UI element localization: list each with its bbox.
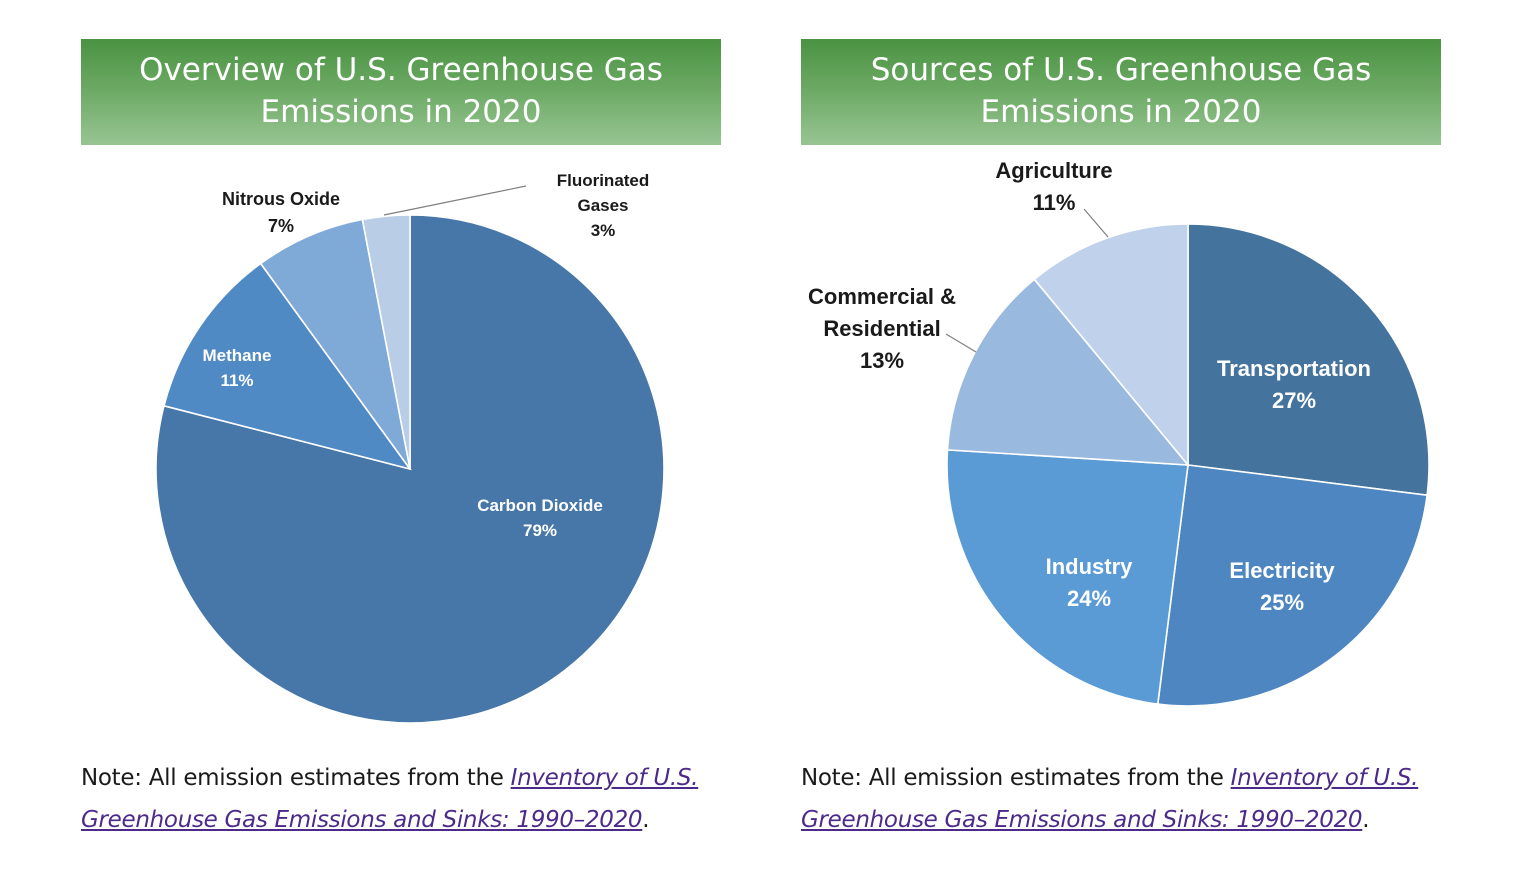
pie-slice-nitrous-oxide [259, 218, 411, 470]
note-suffix: . [1362, 807, 1370, 833]
note-prefix: Note: All emission estimates from the [81, 765, 511, 791]
chart-title-line-2: Emissions in 2020 [980, 94, 1262, 130]
inventory-report-link[interactable]: Inventory of U.S. Greenhouse Gas Emission… [81, 765, 699, 833]
leader-line-fluorinated-gases [383, 185, 527, 216]
slice-label-methane: Methane 11% [203, 346, 272, 390]
slice-label-fluorinated-gases: Fluorinated Gases 3% [557, 171, 650, 240]
slice-label-transportation: Transportation 27% [1217, 356, 1371, 413]
note-prefix: Note: All emission estimates from the [801, 765, 1231, 791]
note-suffix: . [642, 807, 650, 833]
link-text-line-1: Inventory of U.S. [1230, 765, 1419, 791]
chart-title-banner: Sources of U.S. Greenhouse Gas Emissions… [801, 39, 1441, 145]
link-text-line-1: Inventory of U.S. [510, 765, 699, 791]
pie-slice-electricity [1156, 464, 1428, 707]
chart-title-line-2: Emissions in 2020 [260, 94, 542, 130]
pie-slice-methane [163, 262, 412, 471]
pie-chart-sources: Transportation 27% Electricity 25% Industry 2… [808, 158, 1430, 707]
source-note: Note: All emission estimates from the In… [81, 757, 741, 841]
slice-label-commercial-and-residential: Commercial & Residential 13% [808, 284, 956, 373]
pie-slice-industry [946, 449, 1189, 705]
pie-slice-fluorinated-gases [361, 214, 411, 470]
source-note: Note: All emission estimates from the In… [801, 757, 1461, 841]
slice-label-industry: Industry 24% [1046, 554, 1134, 611]
chart-panel-gases: Overview of U.S. Greenhouse Gas Emission… [81, 0, 721, 883]
slice-label-agriculture: Agriculture 11% [995, 158, 1112, 215]
pie-slice-commercial-and-residential [946, 278, 1190, 466]
inventory-report-link[interactable]: Inventory of U.S. Greenhouse Gas Emission… [801, 765, 1419, 833]
pie-slice-agriculture [1033, 223, 1189, 468]
chart-title-banner: Overview of U.S. Greenhouse Gas Emission… [81, 39, 721, 145]
link-text-line-2: Greenhouse Gas Emissions and Sinks: 1990… [801, 807, 1363, 833]
leader-line-agriculture [1083, 208, 1109, 238]
slice-label-nitrous-oxide: Nitrous Oxide 7% [222, 189, 340, 236]
pie-chart-gases: Carbon Dioxide 79% Methane 11% Nitrous Oxide… [155, 171, 665, 724]
link-text-line-2: Greenhouse Gas Emissions and Sinks: 1990… [81, 807, 643, 833]
leader-line-commercial-and-residential [945, 333, 977, 353]
slice-label-carbon-dioxide: Carbon Dioxide 79% [477, 496, 603, 540]
slice-label-electricity: Electricity 25% [1229, 558, 1335, 615]
chart-title-line-1: Overview of U.S. Greenhouse Gas [139, 52, 663, 88]
chart-title-line-1: Sources of U.S. Greenhouse Gas [870, 52, 1372, 88]
pie-slice-transportation [1187, 223, 1430, 497]
chart-panel-sources: Sources of U.S. Greenhouse Gas Emissions… [801, 0, 1441, 883]
